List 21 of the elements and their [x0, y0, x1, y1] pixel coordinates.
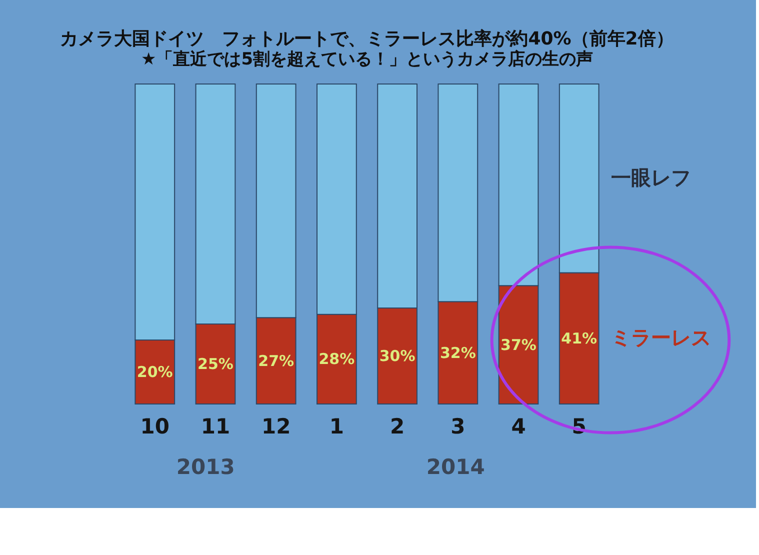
data-label: 37% — [500, 336, 536, 354]
x-tick-label: 10 — [140, 414, 170, 438]
x-tick-label: 11 — [200, 414, 230, 438]
x-tick-label: 1 — [329, 414, 344, 438]
x-tick-label: 3 — [450, 414, 466, 438]
data-label: 41% — [561, 329, 598, 348]
series-label: ミラーレス — [610, 325, 711, 350]
text: 2013 — [176, 455, 235, 479]
data-label: 28% — [318, 350, 355, 368]
chart-subtitle: ★「直近では5割を超えている！」というカメラ店の生の声 — [140, 50, 594, 70]
x-tick-label: 2 — [390, 414, 405, 438]
data-label: 25% — [198, 355, 234, 373]
data-label: 32% — [440, 344, 476, 362]
x-tick-label: 12 — [261, 414, 291, 438]
x-tick-label: 4 — [511, 414, 526, 438]
series-label: 一眼レフ — [610, 165, 691, 190]
chart-title: カメラ大国ドイツ フォトルートで、ミラーレス比率が約40%（前年2倍） — [60, 28, 674, 50]
data-label: 30% — [379, 347, 416, 365]
data-label: 20% — [136, 363, 173, 381]
data-label: 27% — [258, 352, 294, 370]
text: 2014 — [426, 455, 485, 479]
